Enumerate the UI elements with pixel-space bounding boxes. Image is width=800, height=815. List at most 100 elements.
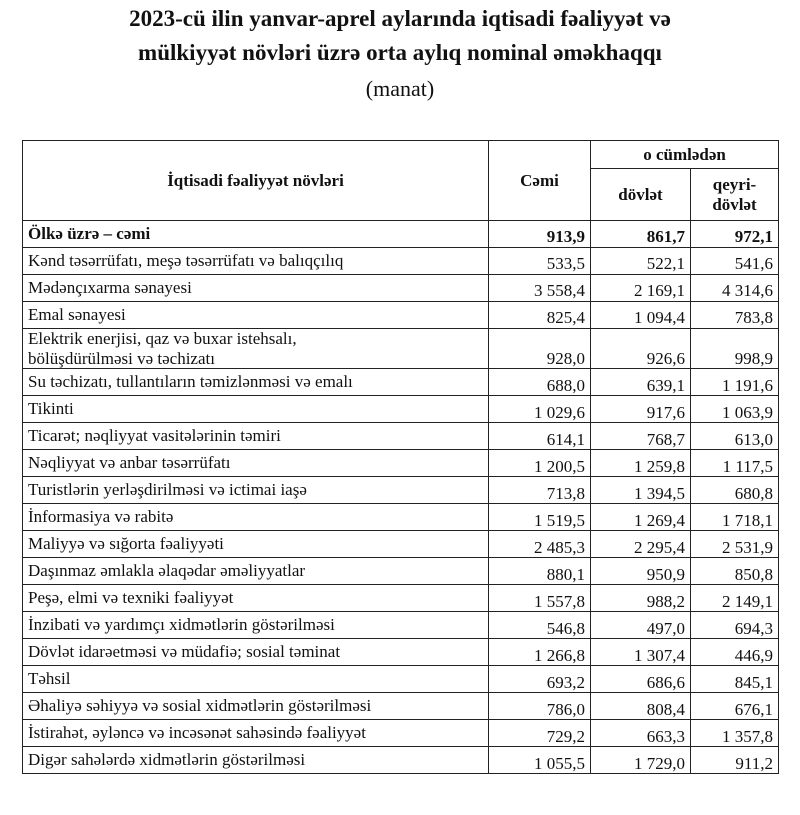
table-row: Maliyyə və sığorta fəaliyyəti 2 485,3 2 29… [22, 530, 780, 559]
cell-value: 1 259,8 [590, 449, 691, 478]
title-line: 2023-cü ilin yanvar-aprel aylarında iqti… [129, 6, 671, 31]
cell-value: 2 295,4 [590, 530, 691, 559]
table-row: Emal sənayesi 825,4 1 094,4 783,8 [22, 301, 780, 329]
cell-value: 1 357,8 [689, 719, 780, 748]
row-label: Su təchizatı, tullantıların təmizlənməsi… [22, 368, 489, 397]
cell-value: 768,7 [590, 422, 691, 451]
cell-value: 972,1 [689, 220, 780, 248]
cell-value: 1 094,4 [590, 301, 691, 329]
row-label: İnzibati və yardımçı xidmətlərin göstəri… [22, 611, 489, 640]
row-label: Kənd təsərrüfatı, meşə təsərrüfatı və ba… [22, 247, 489, 275]
column-header: İqtisadi fəaliyyət növləri [22, 140, 489, 221]
row-label: Nəqliyyat və anbar təsərrüfatı [22, 449, 489, 478]
cell-value: 917,6 [590, 395, 691, 424]
row-label: Dövlət idarəetməsi və müdafiə; sosial tə… [22, 638, 489, 667]
cell-value: 1 519,5 [488, 503, 591, 532]
cell-value: 911,2 [689, 746, 780, 775]
row-label: Digər sahələrdə xidmətlərin göstərilməsi [22, 746, 489, 775]
cell-value: 1 718,1 [689, 503, 780, 532]
row-label: Maliyyə və sığorta fəaliyyəti [22, 530, 489, 559]
cell-value: 497,0 [590, 611, 691, 640]
unit: (manat) [365, 76, 435, 101]
cell-value: 998,9 [689, 327, 780, 370]
row-label: İstirahət, əyləncə və incəsənət sahəsind… [22, 719, 489, 748]
cell-value: 613,0 [689, 422, 780, 451]
cell-value: 546,8 [488, 611, 591, 640]
cell-value: 913,9 [488, 220, 591, 248]
row-label: Elektrik enerjisi, qaz və buxar istehsal… [22, 327, 489, 370]
cell-value: 1 029,6 [488, 395, 591, 424]
cell-value: 2 169,1 [590, 274, 691, 302]
cell-value: 1 266,8 [488, 638, 591, 667]
cell-value: 522,1 [590, 247, 691, 275]
cell-value: 988,2 [590, 584, 691, 613]
cell-value: 928,0 [488, 327, 591, 370]
cell-value: 808,4 [590, 692, 691, 721]
cell-value: 950,9 [590, 557, 691, 586]
row-label: Emal sənayesi [22, 301, 489, 329]
table-row: Turistlərin yerləşdirilməsi və ictimai i… [22, 476, 780, 505]
table-row: Tikinti 1 029,6 917,6 1 063,9 [22, 395, 780, 424]
table-row: Ticarət; nəqliyyat vasitələrinin təmiri 6… [22, 422, 780, 451]
cell-value: 688,0 [488, 368, 591, 397]
cell-value: 676,1 [689, 692, 780, 721]
table-row: Kənd təsərrüfatı, meşə təsərrüfatı və ba… [22, 247, 780, 275]
table-row: Dövlət idarəetməsi və müdafiə; sosial tə… [22, 638, 780, 667]
cell-value: 729,2 [488, 719, 591, 748]
cell-value: 446,9 [689, 638, 780, 667]
table-row: Elektrik enerjisi, qaz və buxar istehsal… [22, 327, 780, 370]
table-row: Nəqliyyat və anbar təsərrüfatı 1 200,5 1 2… [22, 449, 780, 478]
column-header: Cəmi [488, 140, 591, 221]
table-row: Su təchizatı, tullantıların təmizlənməsi… [22, 368, 780, 397]
column-header: dövlət [590, 168, 691, 221]
table-row: İnzibati və yardımçı xidmətlərin göstəri… [22, 611, 780, 640]
cell-value: 1 307,4 [590, 638, 691, 667]
cell-value: 680,8 [689, 476, 780, 505]
table-row: Digər sahələrdə xidmətlərin göstərilməsi… [22, 746, 780, 775]
row-label: Ticarət; nəqliyyat vasitələrinin təmiri [22, 422, 489, 451]
column-group-header: o cümlədən [589, 140, 780, 169]
cell-value: 3 558,4 [488, 274, 591, 302]
cell-value: 614,1 [488, 422, 591, 451]
cell-value: 1 557,8 [488, 584, 591, 613]
cell-value: 926,6 [590, 327, 691, 370]
table-row: Əhaliyə səhiyyə və sosial xidmətlərin gö… [22, 692, 780, 721]
cell-value: 1 191,6 [689, 368, 780, 397]
cell-value: 639,1 [590, 368, 691, 397]
cell-value: 686,6 [590, 665, 691, 694]
row-label: Mədənçıxarma sənayesi [22, 274, 489, 302]
cell-value: 2 485,3 [488, 530, 591, 559]
table-body: Ölkə üzrə – cəmi 913,9 861,7 972,1 Kənd təsə… [22, 220, 780, 775]
cell-value: 713,8 [488, 476, 591, 505]
cell-value: 1 269,4 [590, 503, 691, 532]
table-row: Mədənçıxarma sənayesi 3 558,4 2 169,1 4 314… [22, 274, 780, 302]
cell-value: 1 117,5 [689, 449, 780, 478]
cell-value: 1 200,5 [488, 449, 591, 478]
cell-value: 2 531,9 [689, 530, 780, 559]
table-row: Daşınmaz əmlakla əlaqədar əməliyyatlar 88… [22, 557, 780, 586]
row-label: Turistlərin yerləşdirilməsi və ictimai i… [22, 476, 489, 505]
cell-value: 693,2 [488, 665, 591, 694]
cell-value: 2 149,1 [689, 584, 780, 613]
row-label: Tikinti [22, 395, 489, 424]
row-label: İnformasiya və rabitə [22, 503, 489, 532]
cell-value: 533,5 [488, 247, 591, 275]
row-label: Təhsil [22, 665, 489, 694]
table-row: Peşə, elmi və texniki fəaliyyət 1 557,8 98… [22, 584, 780, 613]
row-label: Peşə, elmi və texniki fəaliyyət [22, 584, 489, 613]
column-header: qeyri- dövlət [689, 168, 780, 221]
table-row: İnformasiya və rabitə 1 519,5 1 269,4 1 718… [22, 503, 780, 532]
table-row: Ölkə üzrə – cəmi 913,9 861,7 972,1 [22, 220, 780, 248]
cell-value: 694,3 [689, 611, 780, 640]
cell-value: 861,7 [590, 220, 691, 248]
cell-value: 825,4 [488, 301, 591, 329]
cell-value: 786,0 [488, 692, 591, 721]
cell-value: 1 729,0 [590, 746, 691, 775]
cell-value: 1 063,9 [689, 395, 780, 424]
cell-value: 783,8 [689, 301, 780, 329]
wage-table: İqtisadi fəaliyyət növləri Cəmi o cümləd… [22, 140, 780, 775]
cell-value: 845,1 [689, 665, 780, 694]
cell-value: 4 314,6 [689, 274, 780, 302]
cell-value: 663,3 [590, 719, 691, 748]
